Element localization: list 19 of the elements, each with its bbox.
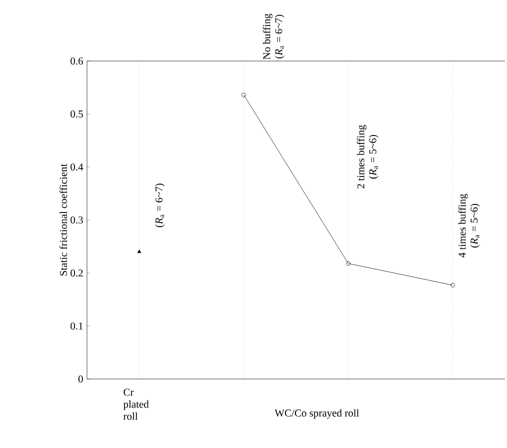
annotation: 2 times buffing — [356, 124, 366, 188]
y-tick-label: 0.4 — [70, 163, 84, 171]
y-tick-label: 0 — [78, 375, 83, 383]
y-tick-label: 0.6 — [70, 57, 83, 65]
annotation: (R$_{a}$ = 5~6) — [470, 204, 480, 248]
annotation: 4 times buffing — [458, 194, 468, 258]
y-tick-label: 0.3 — [70, 216, 83, 224]
point — [137, 250, 142, 253]
y-tick-label: 0.2 — [70, 269, 83, 277]
text: (R$_{a}$ = 6~7) — [274, 14, 284, 58]
y-axis-title: Static frictional coefficient — [59, 164, 67, 276]
text: WC/Co sprayed roll — [274, 409, 359, 419]
point — [346, 261, 350, 266]
y-tick-label: 0.1 — [70, 322, 83, 330]
y-tick-label: 0.5 — [70, 110, 83, 118]
x-tick-label: Cr plated roll — [123, 388, 149, 420]
text: No buffing — [262, 14, 272, 60]
annotation: (R$_{a}$ = 5~6) — [368, 134, 378, 179]
annotation: (R$_{a}$ = 6~7) — [155, 184, 165, 228]
